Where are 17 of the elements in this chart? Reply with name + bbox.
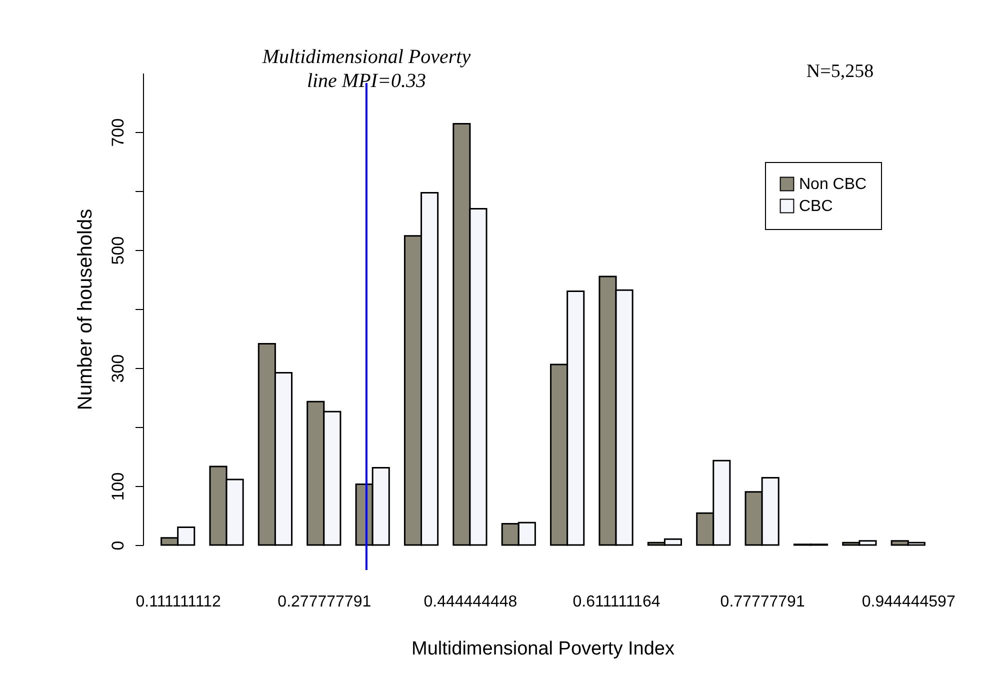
legend-label: Non CBC	[799, 176, 867, 193]
legend-label: CBC	[799, 198, 833, 215]
x-tick-label: 0.444444448	[424, 594, 518, 610]
x-tick-label: 0.944444597	[862, 594, 956, 610]
x-tick-label: 0.277777791	[278, 594, 372, 610]
annotation: Multidimensional Poverty line MPI=0.33	[261, 46, 471, 92]
y-axis-title: Number of households	[74, 208, 96, 410]
y-tick-label: 300	[108, 354, 128, 383]
y-tick-label: 100	[108, 472, 128, 501]
x-tick-label: 0.77777791	[720, 594, 805, 610]
x-tick-label: 0.111111112	[136, 594, 221, 610]
y-tick-label: 0	[108, 540, 128, 550]
y-tick-label: 700	[108, 118, 128, 147]
x-tick-label: 0.611111164	[572, 594, 660, 610]
annotation: N=5,258	[806, 61, 874, 82]
y-tick-label: 500	[108, 236, 128, 265]
x-axis-title: Multidimensional Poverty Index	[412, 638, 675, 660]
